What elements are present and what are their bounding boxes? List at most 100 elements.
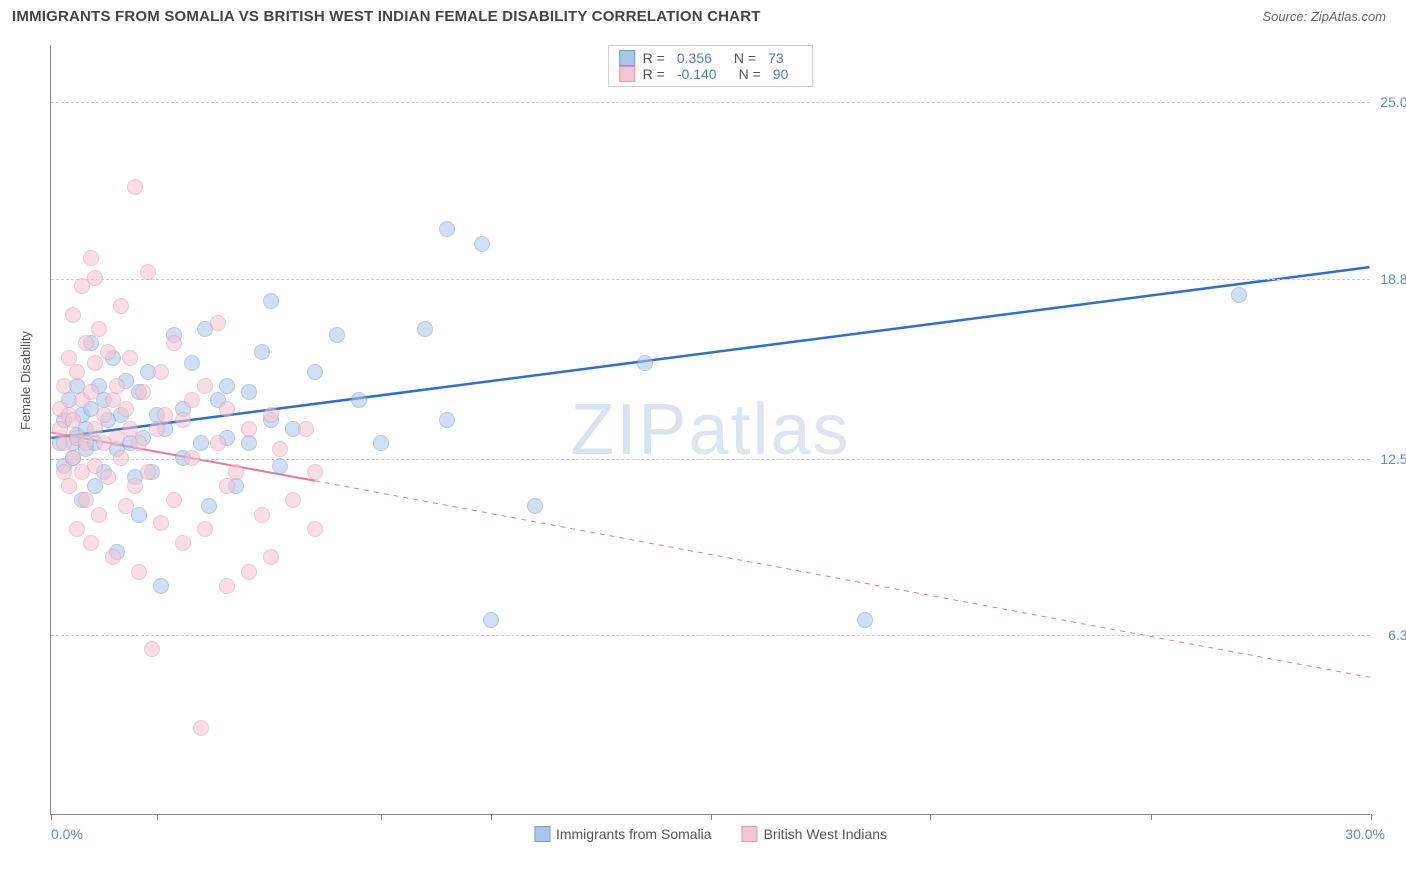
scatter-point — [184, 355, 200, 371]
scatter-point — [272, 441, 288, 457]
y-tick-label: 6.3% — [1388, 627, 1406, 643]
scatter-point — [140, 464, 156, 480]
scatter-point — [193, 720, 209, 736]
scatter-point — [197, 378, 213, 394]
scatter-point — [157, 407, 173, 423]
scatter-point — [254, 344, 270, 360]
scatter-point — [166, 492, 182, 508]
n-value-0: 73 — [768, 50, 784, 66]
r-value-0: 0.356 — [677, 50, 712, 66]
source-label: Source: ZipAtlas.com — [1262, 9, 1386, 24]
scatter-point — [439, 412, 455, 428]
scatter-point — [87, 355, 103, 371]
title-bar: IMMIGRANTS FROM SOMALIA VS BRITISH WEST … — [0, 0, 1406, 29]
scatter-point — [241, 384, 257, 400]
scatter-point — [219, 378, 235, 394]
legend-swatch-pink — [619, 66, 635, 82]
scatter-point — [439, 221, 455, 237]
legend-swatch-blue — [619, 50, 635, 66]
x-tick — [51, 814, 52, 820]
y-axis-label: Female Disability — [18, 331, 33, 430]
series-legend-item-0: Immigrants from Somalia — [534, 826, 712, 842]
x-tick — [381, 814, 382, 820]
scatter-point — [122, 350, 138, 366]
x-tick — [711, 814, 712, 820]
correlation-legend-row-0: R =0.356 N =73 — [619, 50, 803, 66]
scatter-point — [109, 378, 125, 394]
correlation-legend-row-1: R =-0.140 N =90 — [619, 66, 803, 82]
series-legend-label: British West Indians — [764, 826, 887, 842]
series-legend-item-1: British West Indians — [742, 826, 887, 842]
chart-plot-area: ZIPatlas R =0.356 N =73 R =-0.140 N =90 … — [50, 45, 1370, 815]
scatter-point — [83, 384, 99, 400]
legend-swatch-icon — [534, 826, 550, 842]
scatter-point — [417, 321, 433, 337]
gridline — [51, 279, 1370, 280]
scatter-point — [87, 270, 103, 286]
scatter-point — [474, 236, 490, 252]
scatter-point — [131, 564, 147, 580]
y-tick-label: 25.0% — [1380, 94, 1406, 110]
x-tick — [1371, 814, 1372, 820]
gridline — [51, 459, 1370, 460]
scatter-point — [127, 478, 143, 494]
scatter-point — [219, 401, 235, 417]
scatter-point — [61, 478, 77, 494]
scatter-point — [857, 612, 873, 628]
scatter-point — [210, 435, 226, 451]
series-legend-label: Immigrants from Somalia — [556, 826, 712, 842]
y-tick-label: 18.8% — [1380, 271, 1406, 287]
scatter-point — [193, 435, 209, 451]
scatter-point — [83, 535, 99, 551]
scatter-point — [228, 464, 244, 480]
scatter-point — [201, 498, 217, 514]
scatter-point — [307, 464, 323, 480]
scatter-point — [149, 421, 165, 437]
scatter-point — [197, 521, 213, 537]
scatter-point — [210, 315, 226, 331]
scatter-point — [254, 507, 270, 523]
scatter-point — [175, 535, 191, 551]
scatter-point — [135, 384, 151, 400]
correlation-legend: R =0.356 N =73 R =-0.140 N =90 — [608, 45, 814, 87]
gridline — [51, 102, 1370, 103]
x-tick — [491, 814, 492, 820]
n-value-1: 90 — [773, 66, 789, 82]
scatter-point — [263, 407, 279, 423]
scatter-point — [140, 264, 156, 280]
scatter-point — [351, 392, 367, 408]
scatter-point — [329, 327, 345, 343]
legend-swatch-icon — [742, 826, 758, 842]
scatter-point — [91, 507, 107, 523]
scatter-point — [298, 421, 314, 437]
scatter-point — [483, 612, 499, 628]
scatter-point — [113, 450, 129, 466]
series-legend: Immigrants from Somalia British West Ind… — [534, 826, 887, 842]
scatter-point — [373, 435, 389, 451]
scatter-point — [118, 498, 134, 514]
scatter-point — [1231, 287, 1247, 303]
scatter-point — [184, 450, 200, 466]
scatter-point — [144, 641, 160, 657]
scatter-point — [113, 298, 129, 314]
scatter-point — [69, 521, 85, 537]
scatter-point — [637, 355, 653, 371]
scatter-point — [241, 435, 257, 451]
scatter-point — [166, 335, 182, 351]
scatter-point — [153, 515, 169, 531]
scatter-point — [153, 578, 169, 594]
scatter-point — [241, 564, 257, 580]
scatter-point — [285, 492, 301, 508]
scatter-point — [184, 392, 200, 408]
scatter-point — [78, 435, 94, 451]
scatter-point — [127, 179, 143, 195]
scatter-point — [131, 507, 147, 523]
scatter-point — [100, 344, 116, 360]
x-tick — [930, 814, 931, 820]
x-tick — [157, 814, 158, 820]
scatter-point — [78, 492, 94, 508]
x-axis-min-label: 0.0% — [51, 826, 83, 842]
scatter-point — [56, 378, 72, 394]
scatter-point — [263, 293, 279, 309]
scatter-point — [105, 549, 121, 565]
